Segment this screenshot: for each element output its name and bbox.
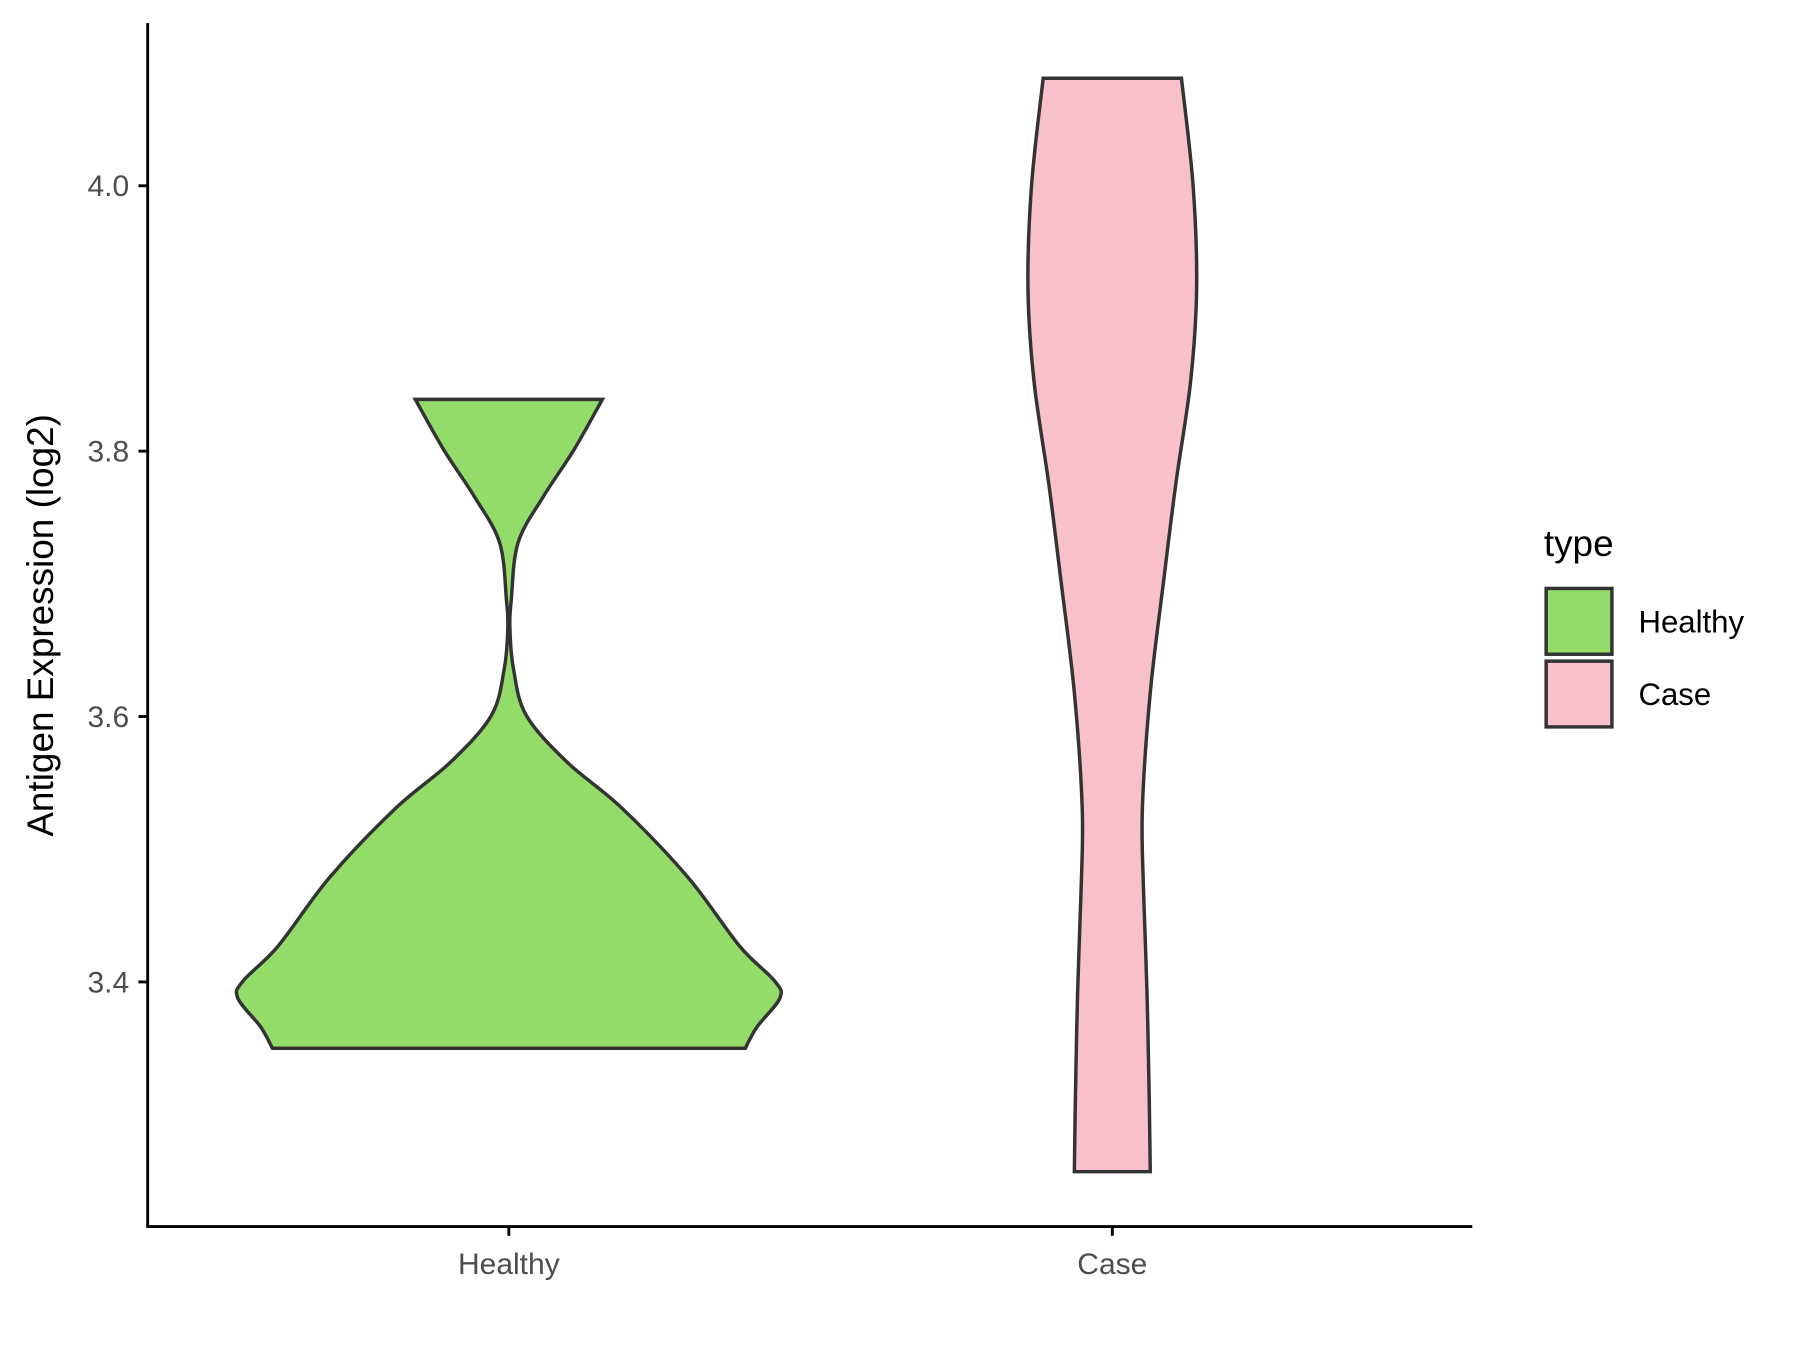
y-tick-label: 4.0 [88,170,130,203]
violin-case [1026,76,1199,1174]
legend: type Healthy Case [1544,523,1744,729]
legend-label-case: Case [1638,677,1711,712]
y-tick-label: 3.4 [88,966,130,999]
violins [234,76,1199,1174]
legend-label-healthy: Healthy [1638,604,1744,639]
legend-title: type [1544,523,1614,564]
x-tick-label-healthy: Healthy [458,1248,560,1281]
x-ticks: Healthy Case [458,1226,1147,1281]
y-tick-label: 3.8 [88,436,130,469]
y-tick-label: 3.6 [88,701,130,734]
y-axis-label: Antigen Expression (log2) [20,414,61,837]
x-tick-label-case: Case [1077,1248,1147,1281]
legend-swatch-healthy [1544,586,1614,656]
legend-swatch-case [1544,659,1614,729]
y-ticks: 3.4 3.6 3.8 4.0 [88,170,148,999]
violin-healthy [234,397,784,1050]
